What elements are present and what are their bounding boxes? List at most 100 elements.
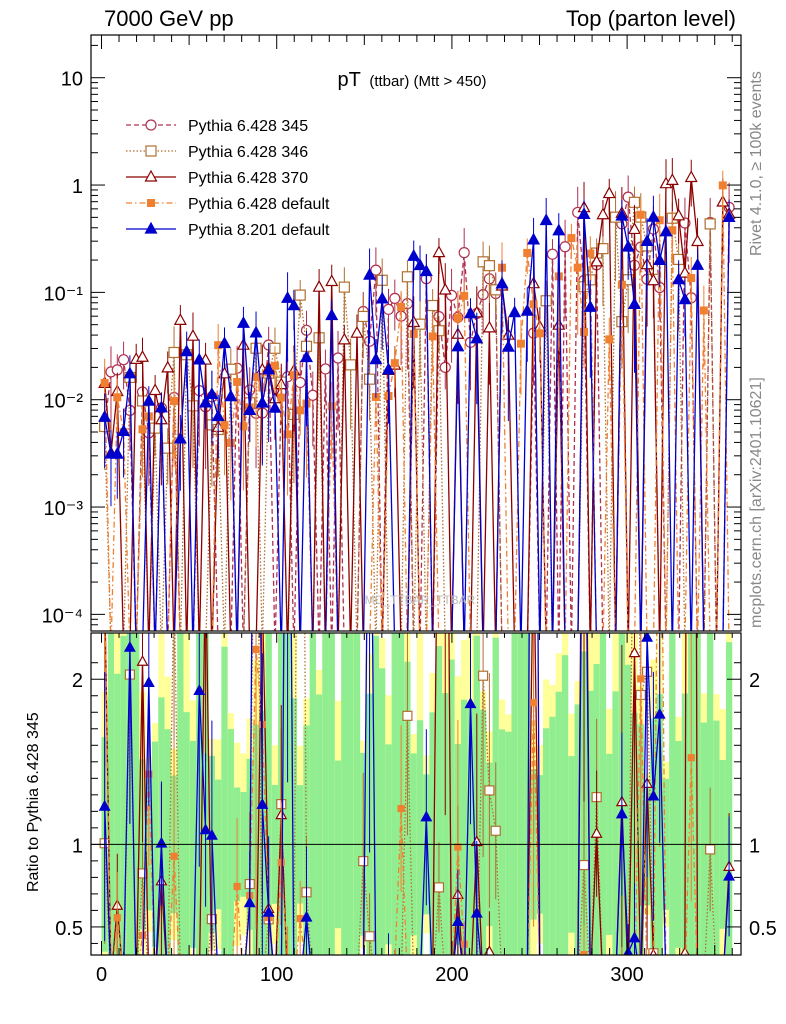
marker-triangle	[552, 223, 566, 236]
marker-triangle	[144, 169, 158, 182]
marker-triangle	[325, 274, 339, 287]
marker-square	[397, 302, 406, 311]
marker-triangle	[590, 827, 603, 838]
ratio-y-tick-label-right: 1	[749, 835, 760, 857]
marker-square	[574, 955, 581, 962]
ratio-band-inner	[347, 633, 354, 955]
marker-triangle	[262, 905, 275, 917]
marker-triangle	[451, 915, 464, 927]
ratio-band-inner	[177, 633, 184, 955]
marker-square	[391, 965, 398, 972]
marker-square	[567, 234, 576, 243]
marker-triangle	[180, 344, 194, 357]
marker-square	[270, 361, 279, 370]
ratio-band-inner	[120, 635, 127, 955]
marker-triangle	[723, 869, 736, 881]
marker-square	[687, 274, 696, 283]
marker-square	[699, 306, 708, 315]
marker-triangle	[672, 208, 686, 221]
marker-square	[149, 422, 161, 434]
marker-triangle	[419, 264, 433, 277]
ratio-band-inner	[448, 659, 455, 955]
marker-triangle	[256, 798, 269, 809]
marker-square	[484, 785, 495, 796]
marker-circle	[332, 352, 344, 364]
marker-triangle	[680, 946, 690, 955]
ratio-band-inner	[625, 664, 632, 955]
marker-triangle	[407, 248, 421, 261]
ratio-band-inner	[322, 633, 329, 955]
marker-triangle	[432, 245, 446, 258]
main-title-main: pT	[338, 69, 361, 91]
ratio-y-tick-label: 2	[72, 670, 83, 692]
marker-triangle	[464, 697, 477, 709]
marker-square	[283, 430, 292, 439]
marker-triangle	[299, 350, 314, 363]
marker-triangle	[482, 320, 496, 333]
marker-triangle	[268, 400, 282, 413]
marker-square	[483, 260, 496, 272]
ratio-series-group	[98, 135, 736, 994]
ratio-band-inner	[315, 694, 323, 955]
ratio-band-inner	[227, 729, 234, 955]
marker-triangle	[110, 446, 124, 459]
ratio-band-inner	[164, 729, 171, 955]
marker-triangle	[420, 810, 433, 822]
marker-circle	[319, 363, 332, 375]
marker-triangle	[112, 977, 122, 986]
marker-square	[478, 670, 489, 681]
legend-label: Pythia 6.428 345	[188, 118, 308, 135]
marker-triangle	[649, 948, 658, 955]
marker-triangle	[381, 362, 396, 375]
marker-square	[617, 985, 626, 994]
marker-square	[718, 181, 727, 190]
marker-square	[162, 442, 174, 454]
marker-triangle	[144, 221, 158, 234]
ratio-y-tick-label: 1	[72, 835, 83, 857]
ratio-band-inner	[461, 699, 468, 955]
marker-triangle	[647, 789, 660, 801]
marker-square	[605, 335, 614, 344]
marker-triangle	[255, 395, 269, 408]
marker-square	[578, 859, 590, 871]
marker-triangle	[646, 273, 660, 286]
marker-square	[170, 852, 178, 860]
marker-square	[460, 291, 469, 300]
main-title-sub: (ttbar) (Mtt > 450)	[369, 73, 486, 90]
marker-square	[385, 980, 392, 987]
marker-triangle	[691, 234, 705, 247]
marker-square	[120, 971, 127, 978]
marker-triangle	[236, 315, 250, 328]
marker-triangle	[583, 300, 597, 312]
marker-square	[460, 940, 468, 948]
marker-triangle	[312, 279, 326, 292]
marker-square	[409, 329, 418, 338]
x-tick-label: 200	[435, 964, 468, 986]
marker-square	[277, 393, 286, 402]
marker-square	[554, 272, 563, 281]
marker-triangle	[539, 213, 553, 226]
marker-triangle	[201, 554, 211, 563]
y-tick-label: 1	[72, 176, 83, 198]
main-title: pT (ttbar) (Mtt > 450)	[338, 69, 487, 91]
marker-triangle	[224, 389, 238, 402]
marker-square	[113, 914, 121, 922]
marker-square	[428, 332, 437, 341]
ratio-band-inner	[265, 633, 272, 955]
marker-triangle	[440, 135, 450, 144]
ratio-band-inner	[511, 633, 518, 955]
ratio-band-inner	[435, 646, 443, 955]
marker-triangle	[627, 222, 641, 235]
marker-square	[358, 855, 369, 867]
marker-square	[637, 675, 645, 683]
marker-triangle	[186, 328, 200, 341]
marker-square	[453, 314, 462, 323]
marker-square	[239, 422, 248, 431]
ratio-y-tick-label-right: 0.5	[749, 918, 777, 940]
legend-label: Pythia 6.428 370	[188, 170, 308, 187]
marker-square	[233, 882, 241, 891]
marker-square	[427, 299, 439, 312]
ratio-band-inner	[612, 691, 619, 955]
marker-square	[338, 281, 350, 293]
legend-entry-1: Pythia 6.428 346	[126, 144, 308, 161]
